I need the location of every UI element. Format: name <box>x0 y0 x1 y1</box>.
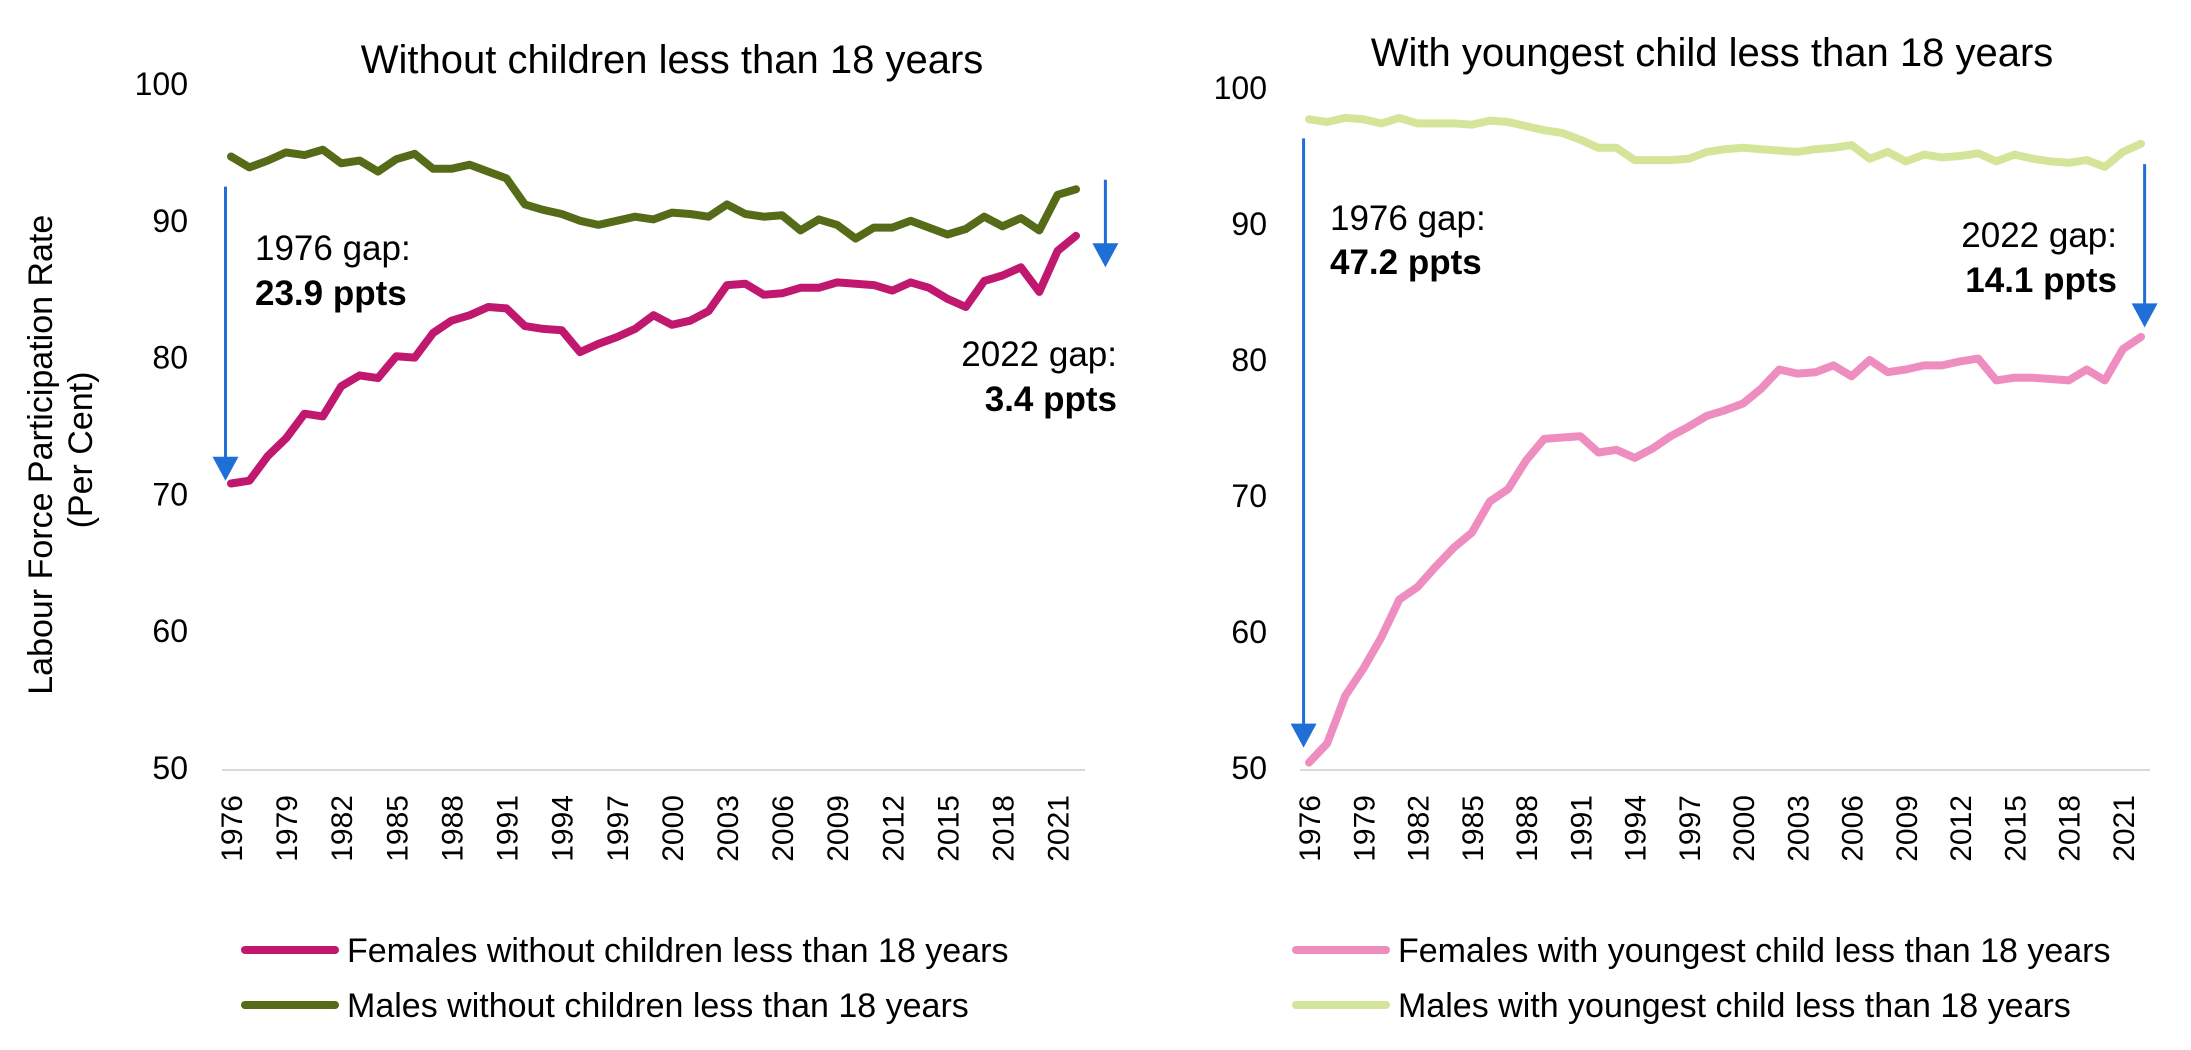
series-line-males <box>1305 113 2145 171</box>
gap-annotation-label: 1976 gap: <box>255 229 411 268</box>
gap-annotation-label: 2022 gap: <box>961 335 1117 374</box>
x-tick-label: 2003 <box>1782 795 1815 862</box>
x-tick-label: 2018 <box>988 795 1021 862</box>
gap-annotation-value: 23.9 ppts <box>255 274 407 313</box>
series-line-males <box>227 145 1080 243</box>
y-tick-label: 80 <box>152 340 188 376</box>
x-tick-label: 1988 <box>1511 795 1544 862</box>
x-tick-label: 2012 <box>1945 795 1978 862</box>
x-tick-label: 1985 <box>381 795 414 862</box>
chart-panel-without-children: Without children less than 18 years 50 60… <box>135 38 1119 1025</box>
x-tick-label: 2000 <box>1728 795 1761 862</box>
legend-item: Females with youngest child less than 18… <box>1292 932 2110 970</box>
gap-arrow <box>2131 164 2158 328</box>
x-tick-label: 1991 <box>1565 795 1598 862</box>
series-group-with-youngest-child <box>1305 113 2145 767</box>
y-tick-label: 50 <box>1231 750 1267 786</box>
x-tick-label: 1982 <box>1403 795 1436 862</box>
x-tick-label: 1976 <box>1294 795 1327 862</box>
legend-item: Males with youngest child less than 18 y… <box>1292 987 2071 1025</box>
y-tick-label: 60 <box>1231 614 1267 650</box>
legend-item: Males without children less than 18 year… <box>241 987 969 1025</box>
y-axis-label-line-2: (Per Cent) <box>62 372 100 529</box>
y-axis-label: Labour Force Participation Rate (Per Cen… <box>22 205 100 695</box>
x-tick-label: 2018 <box>2054 795 2087 862</box>
x-tick-label: 1985 <box>1457 795 1490 862</box>
x-tick-label: 2006 <box>1837 795 1870 862</box>
chart-panel-with-youngest-child: With youngest child less than 18 years 5… <box>1214 31 2158 1025</box>
x-tick-label: 2009 <box>1891 795 1924 862</box>
x-tick-label: 1997 <box>1674 795 1707 862</box>
y-tick-label: 90 <box>152 203 188 239</box>
x-tick-label: 2015 <box>932 795 965 862</box>
x-tick-label: 1979 <box>1348 795 1381 862</box>
x-tick-label: 1976 <box>216 795 249 862</box>
x-tick-label: 2015 <box>1999 795 2032 862</box>
legend-label: Females with youngest child less than 18… <box>1398 932 2110 970</box>
chart-title-with-youngest-child: With youngest child less than 18 years <box>1371 31 2054 75</box>
legend-without-children: Females without children less than 18 ye… <box>241 932 1008 1025</box>
y-tick-label: 100 <box>1214 70 1267 106</box>
x-tick-label: 1997 <box>602 795 635 862</box>
axes-with-youngest-child: 50 60 70 80 90 100 1976 1979 1982 1985 1988 1991 199… <box>1214 70 2150 862</box>
y-axis-label-line-1: Labour Force Participation Rate <box>22 215 60 695</box>
legend-label: Females without children less than 18 ye… <box>347 932 1008 970</box>
y-tick-label: 90 <box>1231 206 1267 242</box>
x-tick-label: 2003 <box>712 795 745 862</box>
gap-arrow <box>212 186 239 481</box>
gap-annotation-value: 47.2 ppts <box>1330 243 1482 282</box>
x-tick-label: 1994 <box>1620 795 1653 862</box>
y-tick-label: 70 <box>152 476 188 512</box>
legend-with-youngest-child: Females with youngest child less than 18… <box>1292 932 2110 1025</box>
y-tick-label: 50 <box>152 750 188 786</box>
gap-annotations-without-children: 1976 gap: 23.9 ppts 2022 gap: 3.4 ppts <box>255 229 1117 419</box>
gap-arrow <box>1290 138 1317 748</box>
gap-annotation-value: 3.4 ppts <box>985 380 1117 419</box>
x-tick-label: 1979 <box>271 795 304 862</box>
chart-title-without-children: Without children less than 18 years <box>361 38 984 82</box>
gap-arrow <box>1092 179 1119 268</box>
series-line-females <box>227 231 1080 488</box>
y-tick-label: 60 <box>152 613 188 649</box>
legend-label: Males with youngest child less than 18 y… <box>1398 987 2071 1025</box>
x-tick-label: 2021 <box>2108 795 2141 862</box>
x-tick-label: 1988 <box>436 795 469 862</box>
series-line-females <box>1305 332 2145 767</box>
gap-annotation-label: 1976 gap: <box>1330 199 1486 238</box>
gap-annotations-with-youngest-child: 1976 gap: 47.2 ppts 2022 gap: 14.1 ppts <box>1330 199 2117 300</box>
gap-arrows-with-youngest-child <box>1290 138 2158 748</box>
x-tick-label: 2009 <box>822 795 855 862</box>
series-group-without-children <box>227 145 1080 488</box>
legend-item: Females without children less than 18 ye… <box>241 932 1008 970</box>
y-tick-label: 100 <box>135 66 188 102</box>
x-tick-label: 2006 <box>767 795 800 862</box>
axes-without-children: 50 60 70 80 90 100 1976 1979 1982 1985 1988 1991 199… <box>135 66 1085 862</box>
x-tick-label: 2012 <box>877 795 910 862</box>
x-tick-label: 1982 <box>326 795 359 862</box>
gap-annotation-value: 14.1 ppts <box>1965 261 2117 300</box>
x-tick-label: 1991 <box>492 795 525 862</box>
x-tick-label: 2021 <box>1043 795 1076 862</box>
y-tick-label: 70 <box>1231 478 1267 514</box>
gap-arrows-without-children <box>212 179 1119 481</box>
gap-annotation-label: 2022 gap: <box>1961 216 2117 255</box>
legend-label: Males without children less than 18 year… <box>347 987 969 1025</box>
x-tick-label: 1994 <box>547 795 580 862</box>
x-tick-label: 2000 <box>657 795 690 862</box>
y-tick-label: 80 <box>1231 342 1267 378</box>
